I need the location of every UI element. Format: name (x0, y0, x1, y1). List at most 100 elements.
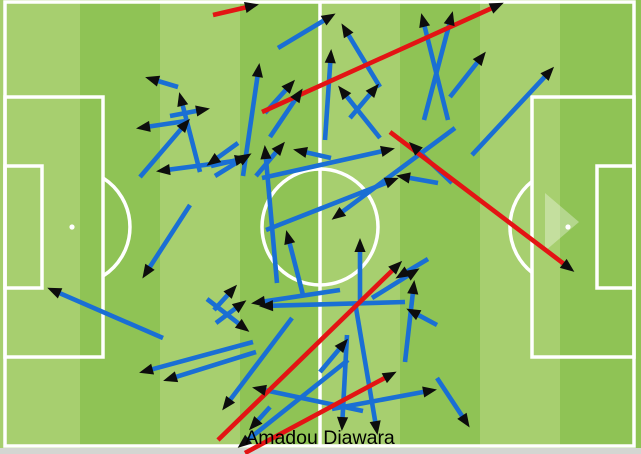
pass-arrow-line (244, 358, 350, 444)
pass-arrowhead (320, 13, 336, 26)
pass-arrowhead (260, 145, 272, 160)
pitch-stripe (240, 0, 320, 454)
pass-arrowhead (234, 318, 250, 332)
pass-arrow-line (388, 130, 568, 268)
pass-arrow-line (254, 147, 281, 178)
pass-arrowhead (338, 85, 352, 101)
pass-arrowhead (176, 118, 190, 133)
left-penalty-arc (102, 176, 132, 278)
pass-arrowhead (331, 206, 347, 220)
pass-arrows (47, 2, 575, 454)
pass-arrowhead (334, 338, 348, 354)
pass-arrow-line (276, 16, 329, 50)
pass-arrowhead (231, 300, 247, 314)
pass-arrowhead (248, 416, 263, 431)
pass-arrow-line (448, 58, 482, 99)
pass-arrow-line (322, 58, 333, 141)
pass-arrowhead (195, 105, 210, 117)
pass-arrowhead (488, 2, 504, 14)
pass-arrow-line (268, 95, 299, 139)
pass-arrowhead (407, 280, 419, 295)
pass-arrowhead (251, 295, 266, 307)
pass-arrow-line (213, 141, 240, 162)
pass-arrow-line (214, 304, 240, 325)
pass-arrow-line (148, 339, 254, 373)
pass-arrowhead (559, 258, 575, 272)
pass-arrow-line (352, 301, 379, 426)
center-circle (260, 167, 380, 287)
pass-arrowhead (271, 141, 285, 157)
pass-arrow-line (212, 4, 250, 18)
pass-arrowhead (223, 284, 238, 299)
attack-direction-triangle-icon (545, 193, 579, 251)
pass-arrow-line (145, 203, 192, 272)
pass-arrowhead (404, 268, 420, 281)
pass-arrowhead (145, 75, 161, 87)
pass-arrow-line (370, 271, 413, 300)
pass-arrowhead (281, 79, 296, 94)
pass-arrow-line (470, 72, 549, 157)
pass-arrow-line (421, 20, 453, 121)
pass-arrow-line (154, 77, 179, 90)
pass-arrowhead (293, 146, 308, 158)
pass-arrowhead (395, 266, 411, 279)
pass-arrowhead (142, 263, 155, 279)
pass-arrowhead (163, 371, 179, 383)
pass-arrowhead (290, 88, 303, 104)
pass-arrowhead (259, 300, 274, 312)
pass-arrowhead (406, 308, 422, 321)
pass-arrow-line (405, 174, 439, 186)
left-six-yard-box (3, 164, 44, 290)
pass-arrowhead (396, 172, 411, 184)
pass-arrowhead (136, 120, 151, 132)
pass-arrowhead (365, 83, 379, 99)
bottom-margin (0, 448, 641, 454)
pass-arrow-line (340, 334, 350, 422)
pass-arrow-line (216, 266, 397, 442)
player-name-label: Amadou Diawara (245, 427, 395, 449)
bottom-margin-band (0, 448, 641, 454)
pass-arrowhead (156, 164, 171, 176)
pass-arrow-line (226, 316, 294, 404)
pass-arrowhead (177, 92, 189, 108)
pass-arrow-line (138, 124, 186, 179)
pass-arrow-line (302, 149, 332, 161)
pass-arrowhead (354, 238, 366, 252)
pass-arrow-line (268, 299, 406, 309)
pass-arrowhead (336, 416, 349, 431)
pitch-stripe (0, 0, 80, 454)
pass-arrowhead (388, 260, 403, 275)
pass-arrow-line (261, 148, 386, 181)
pass-arrowhead (369, 420, 381, 435)
pass-arrowhead (419, 13, 431, 29)
pass-arrowhead (244, 2, 259, 13)
pass-arrowhead (251, 63, 263, 78)
pass-arrowhead (341, 23, 354, 39)
pass-arrow-line (318, 344, 344, 374)
right-penalty-arc (508, 180, 534, 274)
left-penalty-spot (69, 224, 75, 230)
pass-arrowhead (236, 153, 252, 166)
pass-arrow-line (286, 239, 306, 296)
right-penalty-spot (565, 224, 571, 230)
pass-arrow-line (55, 289, 164, 341)
pass-arrowhead (206, 153, 222, 166)
pass-arrowhead (422, 386, 437, 398)
pass-arrow-line (402, 289, 416, 363)
attack-direction-triangle-icon (545, 193, 579, 251)
pass-arrow-line (260, 287, 341, 305)
right-six-yard-box (595, 164, 636, 290)
pass-arrowhead (383, 177, 399, 189)
pass-arrowhead (324, 49, 336, 64)
pass-arrow-line (243, 374, 389, 454)
pass-arrowhead (472, 51, 486, 67)
pitch-stripe (160, 0, 240, 454)
pass-arrowhead (408, 141, 423, 156)
pass-arrow-line (348, 89, 375, 120)
pass-arrow-line (435, 376, 467, 421)
pass-arrowhead (139, 363, 155, 375)
pass-arrow-line (210, 157, 240, 169)
